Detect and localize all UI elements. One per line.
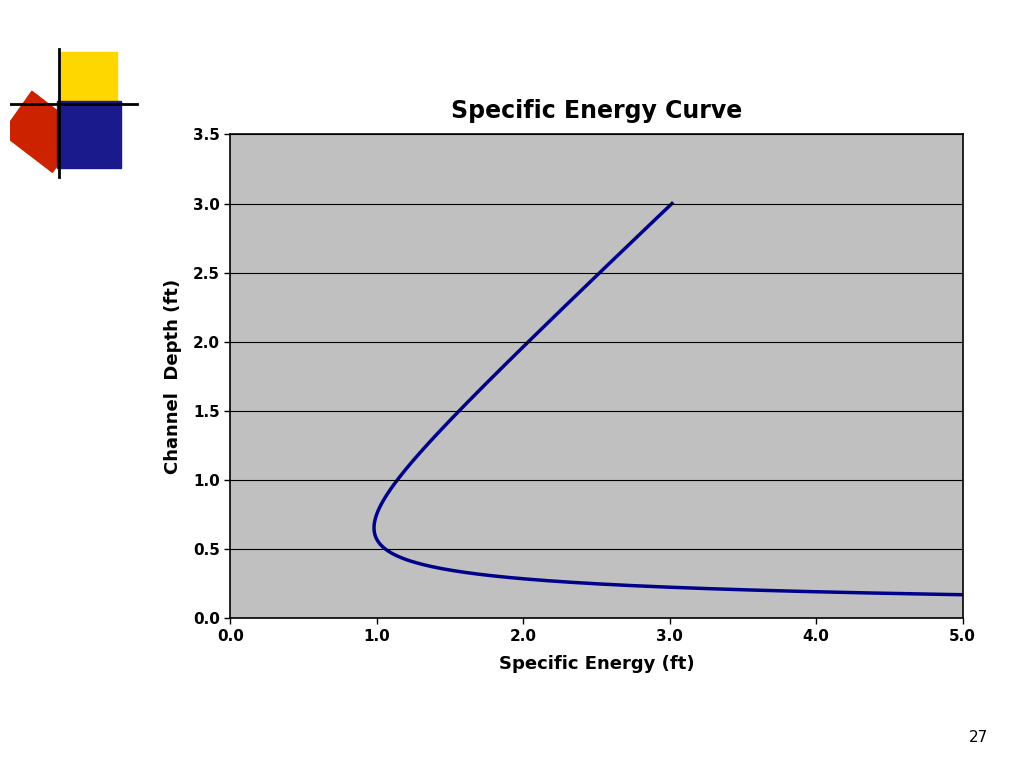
Text: 27: 27 bbox=[969, 730, 988, 745]
Title: Specific Energy Curve: Specific Energy Curve bbox=[451, 99, 742, 123]
Bar bbox=[57, 101, 121, 167]
Y-axis label: Channel  Depth (ft): Channel Depth (ft) bbox=[164, 279, 182, 474]
X-axis label: Specific Energy (ft): Specific Energy (ft) bbox=[499, 655, 694, 673]
Bar bbox=[60, 51, 117, 112]
FancyArrow shape bbox=[2, 91, 83, 172]
